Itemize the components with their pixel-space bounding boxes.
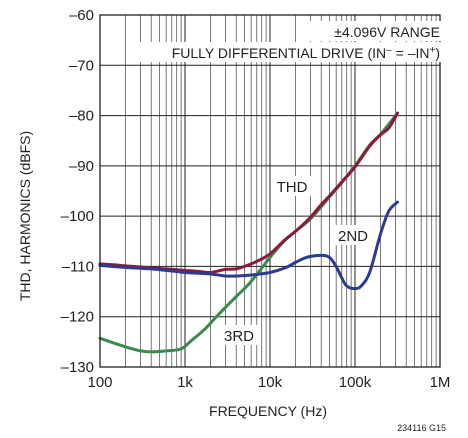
y-tick-labels: –60 –70 –80 –90 –100 –110 –120 –130 [61,7,94,376]
third-label-bg [219,325,259,345]
y-tick-label: –80 [69,108,94,125]
plot-frame [99,14,441,368]
drive-annotation-part-2: = –IN [392,45,430,61]
y-tick-label: –110 [62,258,94,275]
x-tick-label: 100k [339,374,372,391]
drive-annotation-part-1: FULLY DIFFERENTIAL DRIVE (IN [172,45,386,61]
x-tick-label: 10k [258,374,283,391]
drive-annotation-sup-2: + [429,45,435,56]
series-line-2nd [98,200,399,291]
series-label-thd: THD [277,179,308,196]
series-layer [98,111,399,354]
y-axis-title: THD, HARMONICS (dBFS) [17,131,33,301]
series-label-2nd: 2ND [338,228,368,245]
y-tick-label: –100 [61,208,94,225]
series-label-3rd: 3RD [224,328,254,345]
drive-annotation: FULLY DIFFERENTIAL DRIVE (IN– = –IN+) [172,45,440,61]
x-tick-label: 1M [430,374,451,391]
drive-annotation-sup-1: – [386,45,392,56]
y-tick-label: –120 [61,309,94,326]
figure-id: 234116 G15 [397,423,446,433]
second-label-bg [334,225,372,245]
x-axis-title: FREQUENCY (Hz) [209,403,327,419]
series-line-thd [98,111,399,275]
y-tick-label: –60 [69,7,94,24]
range-annotation: ±4.096V RANGE [334,24,440,40]
x-tick-label: 1k [177,374,193,391]
thd-label-bg [272,176,312,196]
drive-annotation-bg [137,42,442,62]
y-tick-label: –130 [61,359,94,376]
x-tick-label: 100 [87,374,112,391]
range-annotation-bg [304,21,442,41]
x-tick-labels: 100 1k 10k 100k 1M [87,374,450,391]
y-tick-label: –90 [69,158,94,175]
y-tick-label: –70 [69,57,94,74]
drive-annotation-part-3: ) [435,45,440,61]
